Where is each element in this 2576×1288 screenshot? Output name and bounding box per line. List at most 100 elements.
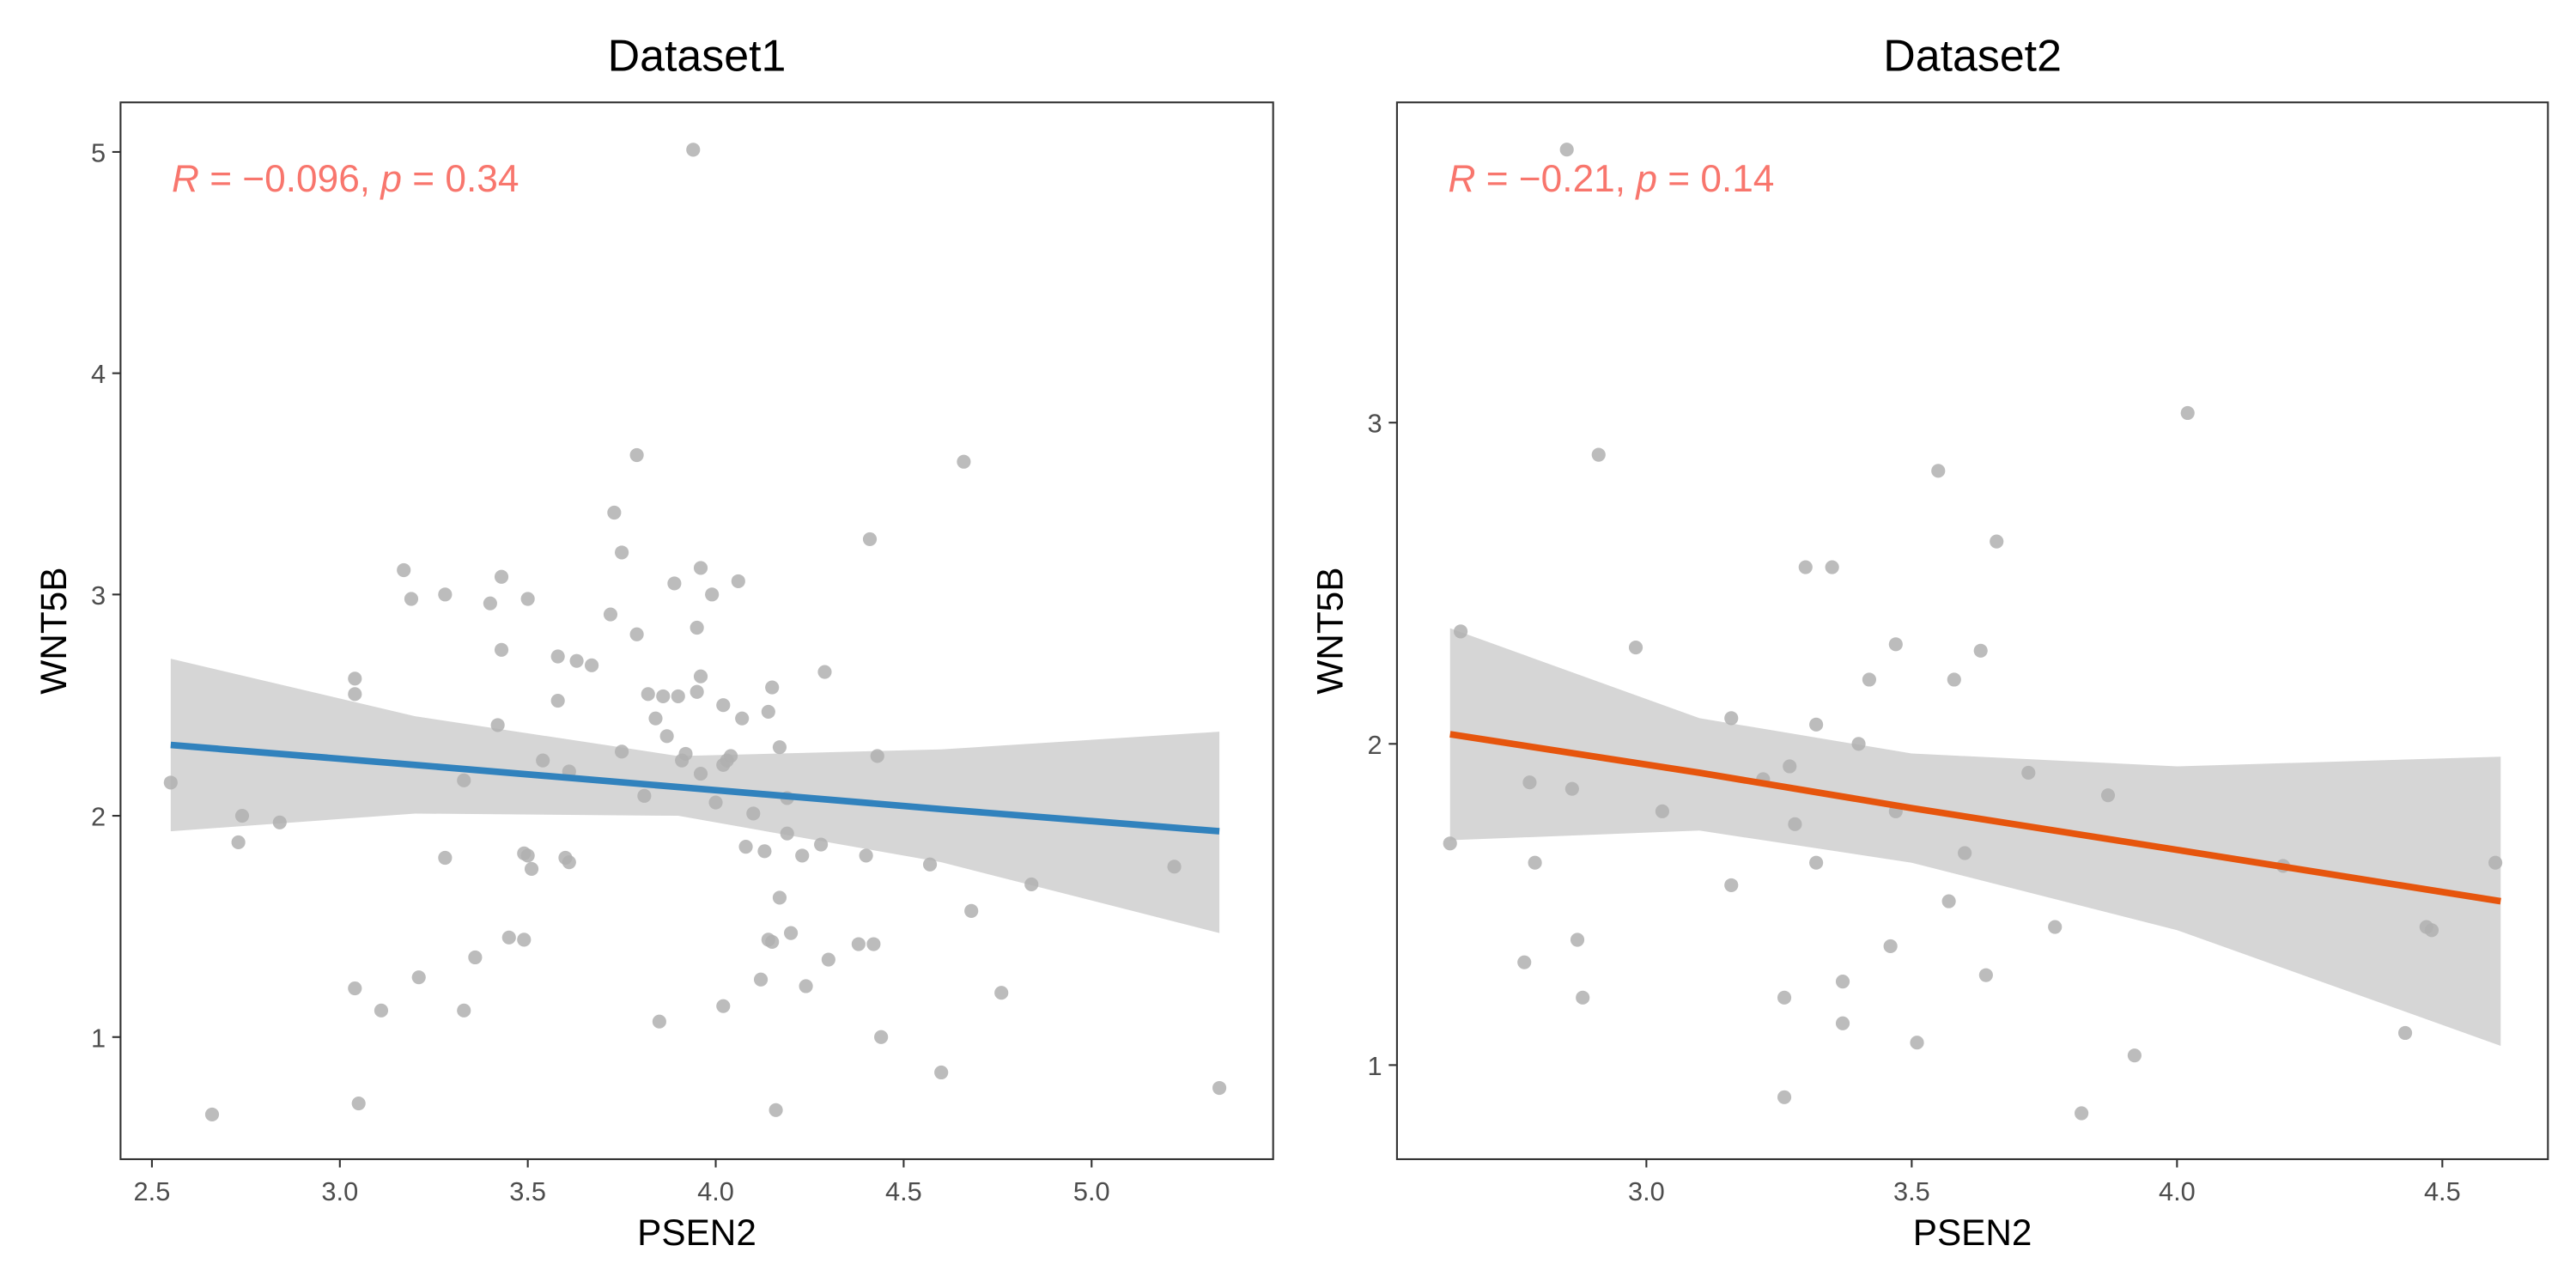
annotation-part: R	[1449, 158, 1476, 200]
panel: Dataset2 3.0 3.5 4.0 4.5 1 2 3 PSEN2 WNT5B R = −0.…	[1309, 32, 2549, 1253]
point	[874, 1030, 889, 1044]
point	[667, 576, 682, 591]
point	[772, 890, 787, 905]
point	[234, 808, 250, 823]
point	[641, 687, 655, 702]
point	[524, 861, 539, 876]
point	[1576, 990, 1590, 1005]
y-tick-label: 2	[91, 802, 106, 832]
point	[753, 972, 769, 987]
y-tick-label: 2	[1368, 730, 1382, 760]
point	[1591, 447, 1606, 462]
point	[1958, 846, 1972, 860]
point	[501, 930, 516, 945]
point	[1910, 1036, 1924, 1050]
point	[761, 704, 775, 720]
point	[348, 687, 362, 702]
x-tick-label: 4.5	[885, 1176, 922, 1206]
point	[1931, 464, 1946, 478]
plot-border	[1395, 101, 2549, 1161]
annotation-part: = −0.096,	[199, 158, 380, 200]
point	[2021, 765, 2036, 781]
point	[603, 607, 618, 622]
point	[723, 749, 738, 763]
annotation-part: = −0.21,	[1475, 158, 1636, 200]
point	[1628, 640, 1643, 655]
point	[648, 711, 663, 726]
point	[870, 749, 884, 763]
confidence-band	[1449, 628, 2501, 1046]
point	[163, 775, 178, 790]
point	[438, 850, 453, 866]
point	[1835, 975, 1850, 989]
point	[716, 698, 731, 713]
annotation-part: = 0.14	[1657, 158, 1774, 200]
point	[964, 903, 979, 918]
point	[520, 848, 535, 863]
point	[411, 970, 426, 985]
point	[1724, 878, 1739, 892]
point	[1851, 737, 1866, 751]
point	[817, 665, 832, 679]
point	[490, 718, 505, 732]
point	[1517, 955, 1532, 969]
point	[994, 986, 1009, 1000]
point	[780, 826, 794, 841]
point	[859, 848, 873, 863]
point	[1888, 637, 1903, 652]
point	[922, 857, 938, 872]
point	[708, 795, 723, 810]
point	[693, 561, 708, 575]
point	[738, 840, 753, 854]
point	[765, 680, 780, 695]
point	[494, 642, 509, 657]
point	[637, 788, 652, 803]
point	[1454, 624, 1468, 639]
point	[397, 562, 411, 578]
point	[1024, 877, 1039, 892]
point	[2180, 405, 2195, 421]
point	[678, 746, 693, 761]
point	[784, 926, 799, 940]
x-axis-label: PSEN2	[1913, 1212, 2032, 1253]
point	[1783, 759, 1797, 774]
point	[629, 627, 644, 641]
point	[457, 1003, 471, 1018]
point	[735, 711, 750, 726]
point	[746, 806, 761, 821]
fit-line	[170, 741, 1220, 835]
confidence-band	[170, 659, 1220, 933]
point	[934, 1065, 949, 1080]
point	[690, 620, 704, 635]
point	[1941, 894, 1956, 908]
point	[1167, 860, 1182, 874]
point	[348, 671, 362, 686]
point	[2075, 1106, 2089, 1121]
point	[1777, 1090, 1792, 1104]
point	[1990, 534, 2004, 549]
point	[1212, 1080, 1227, 1096]
point	[772, 740, 787, 755]
point	[821, 952, 835, 967]
point	[1947, 672, 1961, 687]
annotation: R = −0.096, p = 0.34	[172, 158, 519, 200]
point	[693, 767, 708, 781]
point	[615, 744, 629, 759]
point	[769, 1103, 783, 1117]
point	[716, 999, 731, 1013]
point	[1973, 643, 1988, 658]
annotation: R = −0.21, p = 0.14	[1449, 158, 1775, 200]
point	[862, 532, 878, 547]
point	[494, 569, 509, 584]
point	[686, 143, 701, 157]
point	[1522, 775, 1537, 790]
point	[1862, 672, 1876, 687]
annotation-part: = 0.34	[402, 158, 519, 200]
point	[1809, 717, 1824, 732]
point	[851, 937, 866, 951]
point	[1443, 836, 1457, 851]
point	[351, 1096, 366, 1111]
annotation-part: p	[379, 158, 402, 200]
